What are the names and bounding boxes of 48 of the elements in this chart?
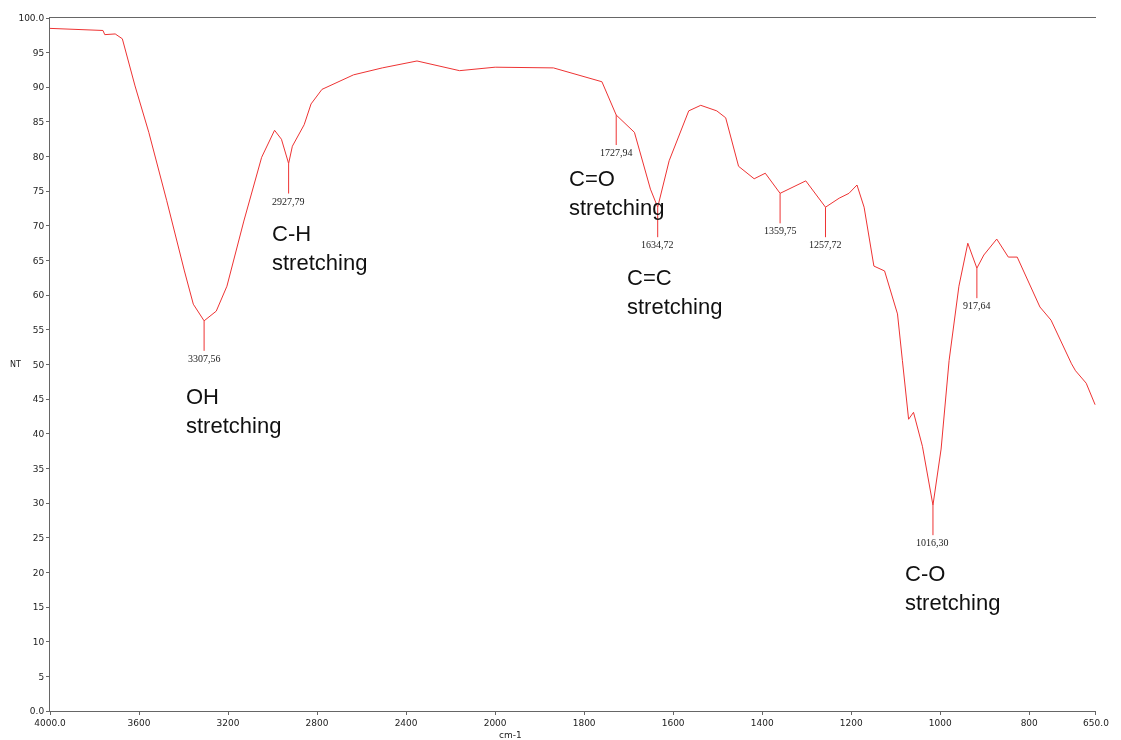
annotation: 1016,30 bbox=[916, 537, 949, 548]
y-tick-label: 60 bbox=[32, 290, 45, 301]
y-tick-label: 65 bbox=[32, 255, 45, 266]
y-tick-label: 95 bbox=[32, 47, 45, 58]
y-tick-label: 10 bbox=[32, 636, 45, 647]
annotation: 3307,56 bbox=[188, 353, 221, 364]
annotation: 2927,79 bbox=[272, 196, 305, 207]
x-tick-label: 3200 bbox=[216, 717, 240, 728]
y-tick-label: 50 bbox=[32, 359, 45, 370]
y-tick-label: 25 bbox=[32, 532, 45, 543]
annotation: C-O stretching bbox=[905, 561, 1001, 615]
y-tick-label: 40 bbox=[32, 428, 45, 439]
y-tick-label: 20 bbox=[32, 567, 45, 578]
annotation: 1634,72 bbox=[641, 239, 674, 250]
x-tick-label: 1600 bbox=[661, 717, 685, 728]
y-tick-label: 70 bbox=[32, 221, 45, 232]
x-tick-label: 4000.0 bbox=[34, 717, 67, 728]
annotation: 1359,75 bbox=[764, 225, 797, 236]
y-axis-title: NT bbox=[10, 360, 21, 369]
y-tick-label: 5 bbox=[38, 671, 45, 682]
x-tick-label: 1800 bbox=[572, 717, 596, 728]
annotation: 917,64 bbox=[963, 300, 991, 311]
x-tick-label: 2800 bbox=[305, 717, 329, 728]
x-tick-label: 650.0 bbox=[1083, 717, 1110, 728]
y-tick-label: 15 bbox=[32, 602, 45, 613]
y-tick-label: 0.0 bbox=[29, 706, 45, 717]
y-tick-label: 80 bbox=[32, 151, 45, 162]
annotation: C=C stretching bbox=[627, 265, 723, 319]
y-tick-label: 45 bbox=[32, 394, 45, 405]
y-tick-label: 75 bbox=[32, 186, 45, 197]
y-tick-label: 35 bbox=[32, 463, 45, 474]
y-tick-label: 100.0 bbox=[18, 13, 45, 24]
y-tick-label: 85 bbox=[32, 117, 45, 128]
x-tick-label: 1000 bbox=[928, 717, 952, 728]
x-axis-title: cm-1 bbox=[499, 730, 522, 740]
x-tick-label: 1200 bbox=[839, 717, 863, 728]
annotation: OH stretching bbox=[186, 384, 282, 438]
x-tick-label: 2400 bbox=[394, 717, 418, 728]
y-tick-label: 30 bbox=[32, 498, 45, 509]
y-tick-label: 90 bbox=[32, 82, 45, 93]
annotation: 1257,72 bbox=[809, 239, 842, 250]
x-tick-label: 2000 bbox=[483, 717, 507, 728]
x-tick-label: 1400 bbox=[750, 717, 774, 728]
annotation: C-H stretching bbox=[272, 221, 368, 275]
x-tick-label: 3600 bbox=[127, 717, 151, 728]
y-tick-label: 55 bbox=[32, 325, 45, 335]
annotation: 1727,94 bbox=[600, 147, 633, 158]
x-tick-label: 800 bbox=[1020, 717, 1039, 728]
